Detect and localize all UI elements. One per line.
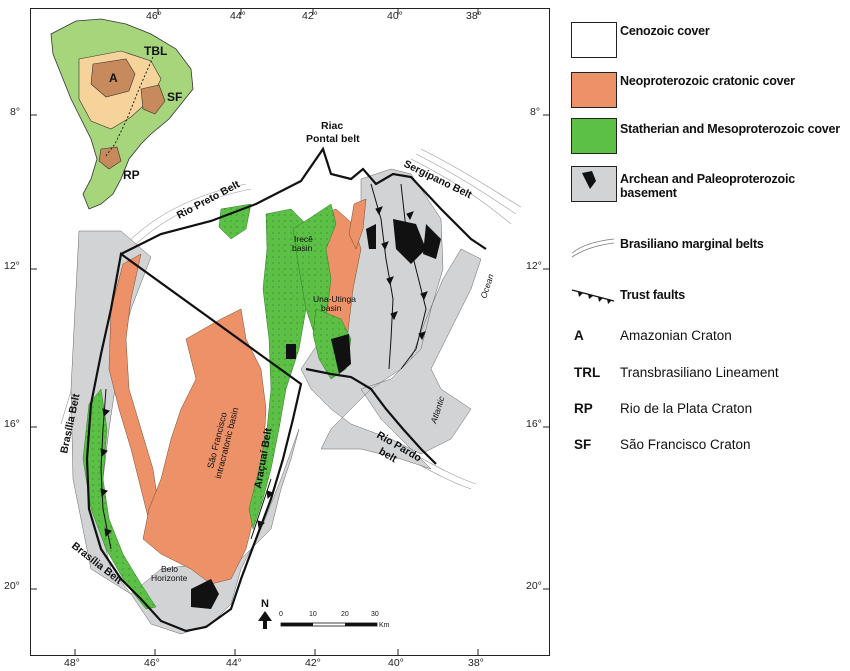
tick-left-1: 12° bbox=[4, 260, 20, 272]
label-riac-pontal: Riac Pontal belt bbox=[306, 120, 360, 145]
geologic-map: Riac Pontal belt Rio Preto Belt Sergipano… bbox=[31, 9, 549, 655]
label-belo-horizonte: Belo Horizonte bbox=[151, 564, 188, 583]
label-irece: Irecê basin bbox=[292, 234, 313, 253]
legend-swatch-basement bbox=[571, 166, 617, 202]
abbr-rp: RP bbox=[574, 401, 593, 416]
inset-south-america: A TBL SF RP bbox=[50, 18, 194, 210]
scale-tick-0: 0 bbox=[279, 611, 283, 618]
mesoproterozoic-cover-chapada bbox=[292, 203, 337, 340]
scale-tick-30: 30 bbox=[371, 611, 379, 618]
tick-right-1: 12° bbox=[526, 260, 542, 272]
label-una-utinga: Una-Utinga basin bbox=[313, 294, 356, 313]
abbr-rp-text: Rio de la Plata Craton bbox=[620, 401, 753, 416]
legend-label-trust-faults: Trust faults bbox=[620, 288, 685, 302]
tick-right-0: 8° bbox=[530, 106, 541, 118]
inset-label-rp: RP bbox=[123, 168, 140, 182]
marginal-belt-icon bbox=[571, 238, 615, 258]
mesoproterozoic-cover-north bbox=[218, 203, 252, 240]
thrust-faults bbox=[100, 183, 428, 550]
tick-left-0: 8° bbox=[10, 106, 21, 118]
legend-label-mesoproterozoic: Statherian and Mesoproterozoic cover bbox=[620, 122, 840, 136]
thrust-fault-icon bbox=[571, 289, 615, 304]
inset-label-sf: SF bbox=[167, 90, 182, 104]
tick-bottom-5: 38° bbox=[468, 657, 484, 669]
neoproterozoic-cover-central bbox=[142, 308, 267, 585]
north-label: N bbox=[261, 598, 269, 610]
legend-label-marginal-belts: Brasiliano marginal belts bbox=[620, 237, 764, 251]
north-arrow-icon bbox=[258, 611, 272, 629]
tick-top-2: 42° bbox=[302, 10, 318, 22]
inset-label-a: A bbox=[109, 71, 118, 85]
tick-bottom-0: 48° bbox=[64, 657, 80, 669]
inset-rp-craton bbox=[98, 146, 122, 170]
tick-right-3: 20° bbox=[526, 580, 542, 592]
craton-boundary bbox=[85, 146, 487, 633]
abbr-sf-text: São Francisco Craton bbox=[620, 437, 751, 452]
tick-bottom-3: 42° bbox=[305, 657, 321, 669]
tick-top-0: 46° bbox=[146, 10, 162, 22]
tick-top-4: 38° bbox=[466, 10, 482, 22]
inset-sf-craton bbox=[140, 84, 166, 115]
tick-left-3: 20° bbox=[4, 580, 20, 592]
neoproterozoic-cover-north bbox=[348, 198, 367, 250]
abbr-sf: SF bbox=[574, 437, 592, 452]
scale-tick-10: 10 bbox=[309, 611, 317, 618]
tick-bottom-2: 44° bbox=[226, 657, 242, 669]
legend-label-cenozoic: Cenozoic cover bbox=[620, 24, 710, 38]
tick-top-3: 40° bbox=[387, 10, 403, 22]
abbr-a-text: Amazonian Craton bbox=[620, 328, 732, 343]
legend-swatch-mesoproterozoic bbox=[571, 118, 617, 154]
mesoproterozoic-cover-brasilia bbox=[82, 388, 157, 610]
abbr-a: A bbox=[574, 328, 584, 343]
tick-bottom-4: 40° bbox=[388, 657, 404, 669]
basement-blob-icon bbox=[582, 171, 596, 189]
tick-left-2: 16° bbox=[4, 418, 20, 430]
scale-unit: Km bbox=[379, 622, 390, 629]
abbr-trl: TRL bbox=[574, 365, 601, 380]
legend-swatch-neoproterozoic bbox=[571, 72, 617, 108]
map-frame: Riac Pontal belt Rio Preto Belt Sergipano… bbox=[30, 8, 550, 656]
legend-label-neoproterozoic: Neoproterozoic cratonic cover bbox=[620, 74, 795, 88]
abbr-trl-text: Transbrasiliano Lineament bbox=[620, 365, 779, 380]
tick-bottom-1: 46° bbox=[144, 657, 160, 669]
scale-bar: N 0 10 20 30 Km bbox=[258, 598, 390, 629]
tick-right-2: 16° bbox=[526, 418, 542, 430]
inset-tbl-line bbox=[104, 56, 154, 158]
legend-label-basement: Archean and Paleoproterozoic basement bbox=[620, 172, 795, 200]
inset-amazonian-craton bbox=[90, 58, 136, 98]
label-ocean: Ocean bbox=[478, 272, 495, 299]
legend-swatch-cenozoic bbox=[571, 22, 617, 58]
inset-label-tbl: TBL bbox=[144, 44, 167, 58]
scale-tick-20: 20 bbox=[341, 611, 349, 618]
tick-top-1: 44° bbox=[230, 10, 246, 22]
frame-ticks bbox=[31, 9, 549, 655]
